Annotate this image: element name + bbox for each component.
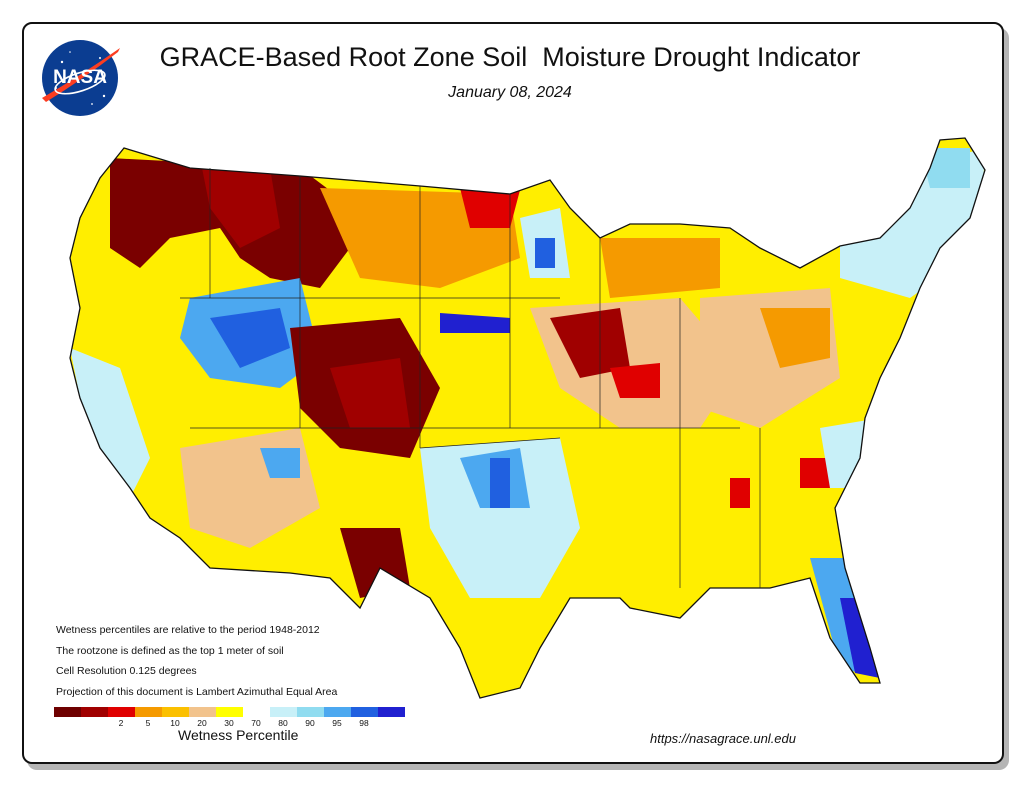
legend-swatch	[297, 707, 324, 717]
nasa-logo: NASA	[42, 40, 120, 116]
legend-tick: 90	[305, 718, 315, 728]
legend-color-bar	[54, 707, 405, 717]
note-percentile-period: Wetness percentiles are relative to the …	[56, 624, 320, 636]
svg-text:NASA: NASA	[53, 67, 107, 88]
legend-tick: 80	[278, 718, 288, 728]
legend-swatch	[216, 707, 243, 717]
legend-tick-labels: 2 5 10 20 30 70 80 90 95 98	[54, 718, 434, 732]
legend-tick: 20	[197, 718, 207, 728]
legend-swatch	[351, 707, 378, 717]
legend-swatch	[108, 707, 135, 717]
map-notes: Wetness percentiles are relative to the …	[56, 620, 337, 702]
legend-tick: 70	[251, 718, 261, 728]
legend-tick: 5	[145, 718, 151, 728]
legend-title: Wetness Percentile	[178, 727, 299, 743]
legend-tick: 30	[224, 718, 234, 728]
legend-swatch	[324, 707, 351, 717]
note-rootzone-definition: The rootzone is defined as the top 1 met…	[56, 644, 284, 657]
legend-swatch	[378, 707, 405, 717]
legend-swatch	[243, 707, 270, 717]
legend-tick: 98	[359, 718, 369, 728]
note-projection: Projection of this document is Lambert A…	[56, 685, 338, 698]
legend-swatch	[270, 707, 297, 717]
legend-swatch	[54, 707, 81, 717]
legend-swatch	[135, 707, 162, 717]
legend-swatch	[162, 707, 189, 717]
legend-tick: 95	[332, 718, 342, 728]
note-cell-resolution: Cell Resolution 0.125 degrees	[56, 665, 197, 677]
legend-tick: 10	[170, 718, 180, 728]
map-date: January 08, 2024	[448, 84, 572, 101]
legend-tick: 2	[118, 718, 124, 728]
page-title: GRACE-Based Root Zone Soil Moisture Drou…	[159, 42, 861, 72]
source-url[interactable]: https://nasagrace.unl.edu	[650, 731, 796, 746]
legend-swatch	[189, 707, 216, 717]
legend-swatch	[81, 707, 108, 717]
us-drought-map	[69, 137, 986, 699]
